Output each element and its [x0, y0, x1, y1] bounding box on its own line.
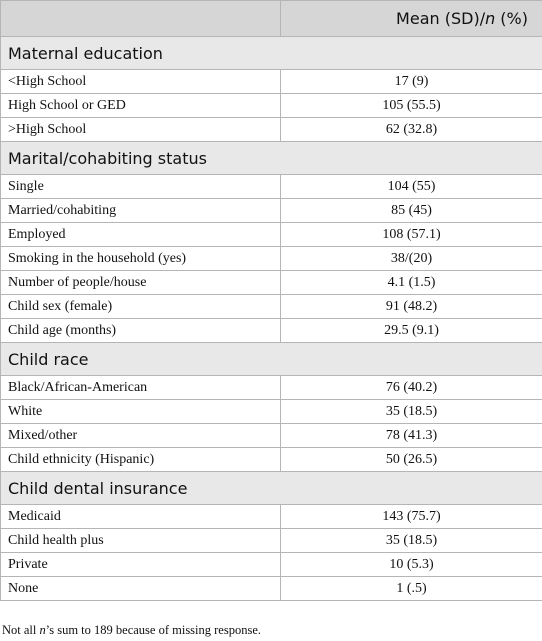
row-value: 85 (45) — [280, 198, 542, 223]
row-label: Married/cohabiting — [0, 198, 281, 223]
row-label: Child health plus — [0, 528, 281, 553]
data-row: Employed 108 (57.1) — [0, 222, 542, 247]
data-row: White 35 (18.5) — [0, 399, 542, 424]
footnote-text: n — [39, 623, 46, 637]
row-value: 1 (.5) — [280, 576, 542, 601]
row-value: 29.5 (9.1) — [280, 318, 542, 343]
row-label: Child age (months) — [0, 318, 281, 343]
row-value: 76 (40.2) — [280, 375, 542, 400]
data-row: Mixed/other 78 (41.3) — [0, 423, 542, 448]
section-row: Child race — [0, 342, 542, 376]
row-value: 78 (41.3) — [280, 423, 542, 448]
row-label: Single — [0, 174, 281, 199]
data-row: Private 10 (5.3) — [0, 552, 542, 577]
header-text: Mean (SD)/ — [396, 9, 486, 28]
data-row: <High School 17 (9) — [0, 69, 542, 94]
row-label: Employed — [0, 222, 281, 247]
section-title: Maternal education — [0, 36, 542, 70]
data-row: Married/cohabiting 85 (45) — [0, 198, 542, 223]
footnote-text: Not all — [2, 623, 40, 637]
data-row: Number of people/house 4.1 (1.5) — [0, 270, 542, 295]
row-label: Private — [0, 552, 281, 577]
header-text: n — [485, 9, 496, 28]
row-value: 35 (18.5) — [280, 399, 542, 424]
section-row: Child dental insurance — [0, 471, 542, 505]
row-label: Black/African-American — [0, 375, 281, 400]
data-row: None 1 (.5) — [0, 576, 542, 601]
header-cell: Mean (SD)/n (%) — [280, 0, 542, 37]
data-row: Child age (months) 29.5 (9.1) — [0, 318, 542, 343]
row-label: Child sex (female) — [0, 294, 281, 319]
row-value: 62 (32.8) — [280, 117, 542, 142]
data-row: Child sex (female) 91 (48.2) — [0, 294, 542, 319]
data-row: Medicaid 143 (75.7) — [0, 504, 542, 529]
data-row: >High School 62 (32.8) — [0, 117, 542, 142]
row-label: High School or GED — [0, 93, 281, 118]
row-value: 35 (18.5) — [280, 528, 542, 553]
data-table: Mean (SD)/n (%) Maternal education <High … — [0, 0, 542, 601]
footnote: Not all n’s sum to 189 because of missin… — [2, 623, 261, 638]
row-label: Child ethnicity (Hispanic) — [0, 447, 281, 472]
row-value: 38/(20) — [280, 246, 542, 271]
section-title: Child dental insurance — [0, 471, 542, 505]
row-value: 4.1 (1.5) — [280, 270, 542, 295]
data-row: Smoking in the household (yes) 38/(20) — [0, 246, 542, 271]
data-row: Child health plus 35 (18.5) — [0, 528, 542, 553]
data-row: Black/African-American 76 (40.2) — [0, 375, 542, 400]
row-label: Number of people/house — [0, 270, 281, 295]
data-row: Child ethnicity (Hispanic) 50 (26.5) — [0, 447, 542, 472]
header-cell — [0, 0, 281, 37]
row-label: Medicaid — [0, 504, 281, 529]
row-label: Smoking in the household (yes) — [0, 246, 281, 271]
data-row: Single 104 (55) — [0, 174, 542, 199]
row-value: 108 (57.1) — [280, 222, 542, 247]
section-title: Marital/cohabiting status — [0, 141, 542, 175]
row-label: Mixed/other — [0, 423, 281, 448]
row-value: 50 (26.5) — [280, 447, 542, 472]
row-value: 10 (5.3) — [280, 552, 542, 577]
row-value: 105 (55.5) — [280, 93, 542, 118]
table-body: Mean (SD)/n (%) Maternal education <High … — [0, 0, 542, 601]
row-value: 91 (48.2) — [280, 294, 542, 319]
row-label: None — [0, 576, 281, 601]
row-label: >High School — [0, 117, 281, 142]
section-row: Maternal education — [0, 36, 542, 70]
row-label: <High School — [0, 69, 281, 94]
section-title: Child race — [0, 342, 542, 376]
row-label: White — [0, 399, 281, 424]
header-row: Mean (SD)/n (%) — [0, 0, 542, 37]
header-text: (%) — [495, 9, 528, 28]
section-row: Marital/cohabiting status — [0, 141, 542, 175]
data-row: High School or GED 105 (55.5) — [0, 93, 542, 118]
row-value: 104 (55) — [280, 174, 542, 199]
row-value: 17 (9) — [280, 69, 542, 94]
footnote-text: ’s sum to 189 because of missing respons… — [45, 623, 262, 637]
row-value: 143 (75.7) — [280, 504, 542, 529]
